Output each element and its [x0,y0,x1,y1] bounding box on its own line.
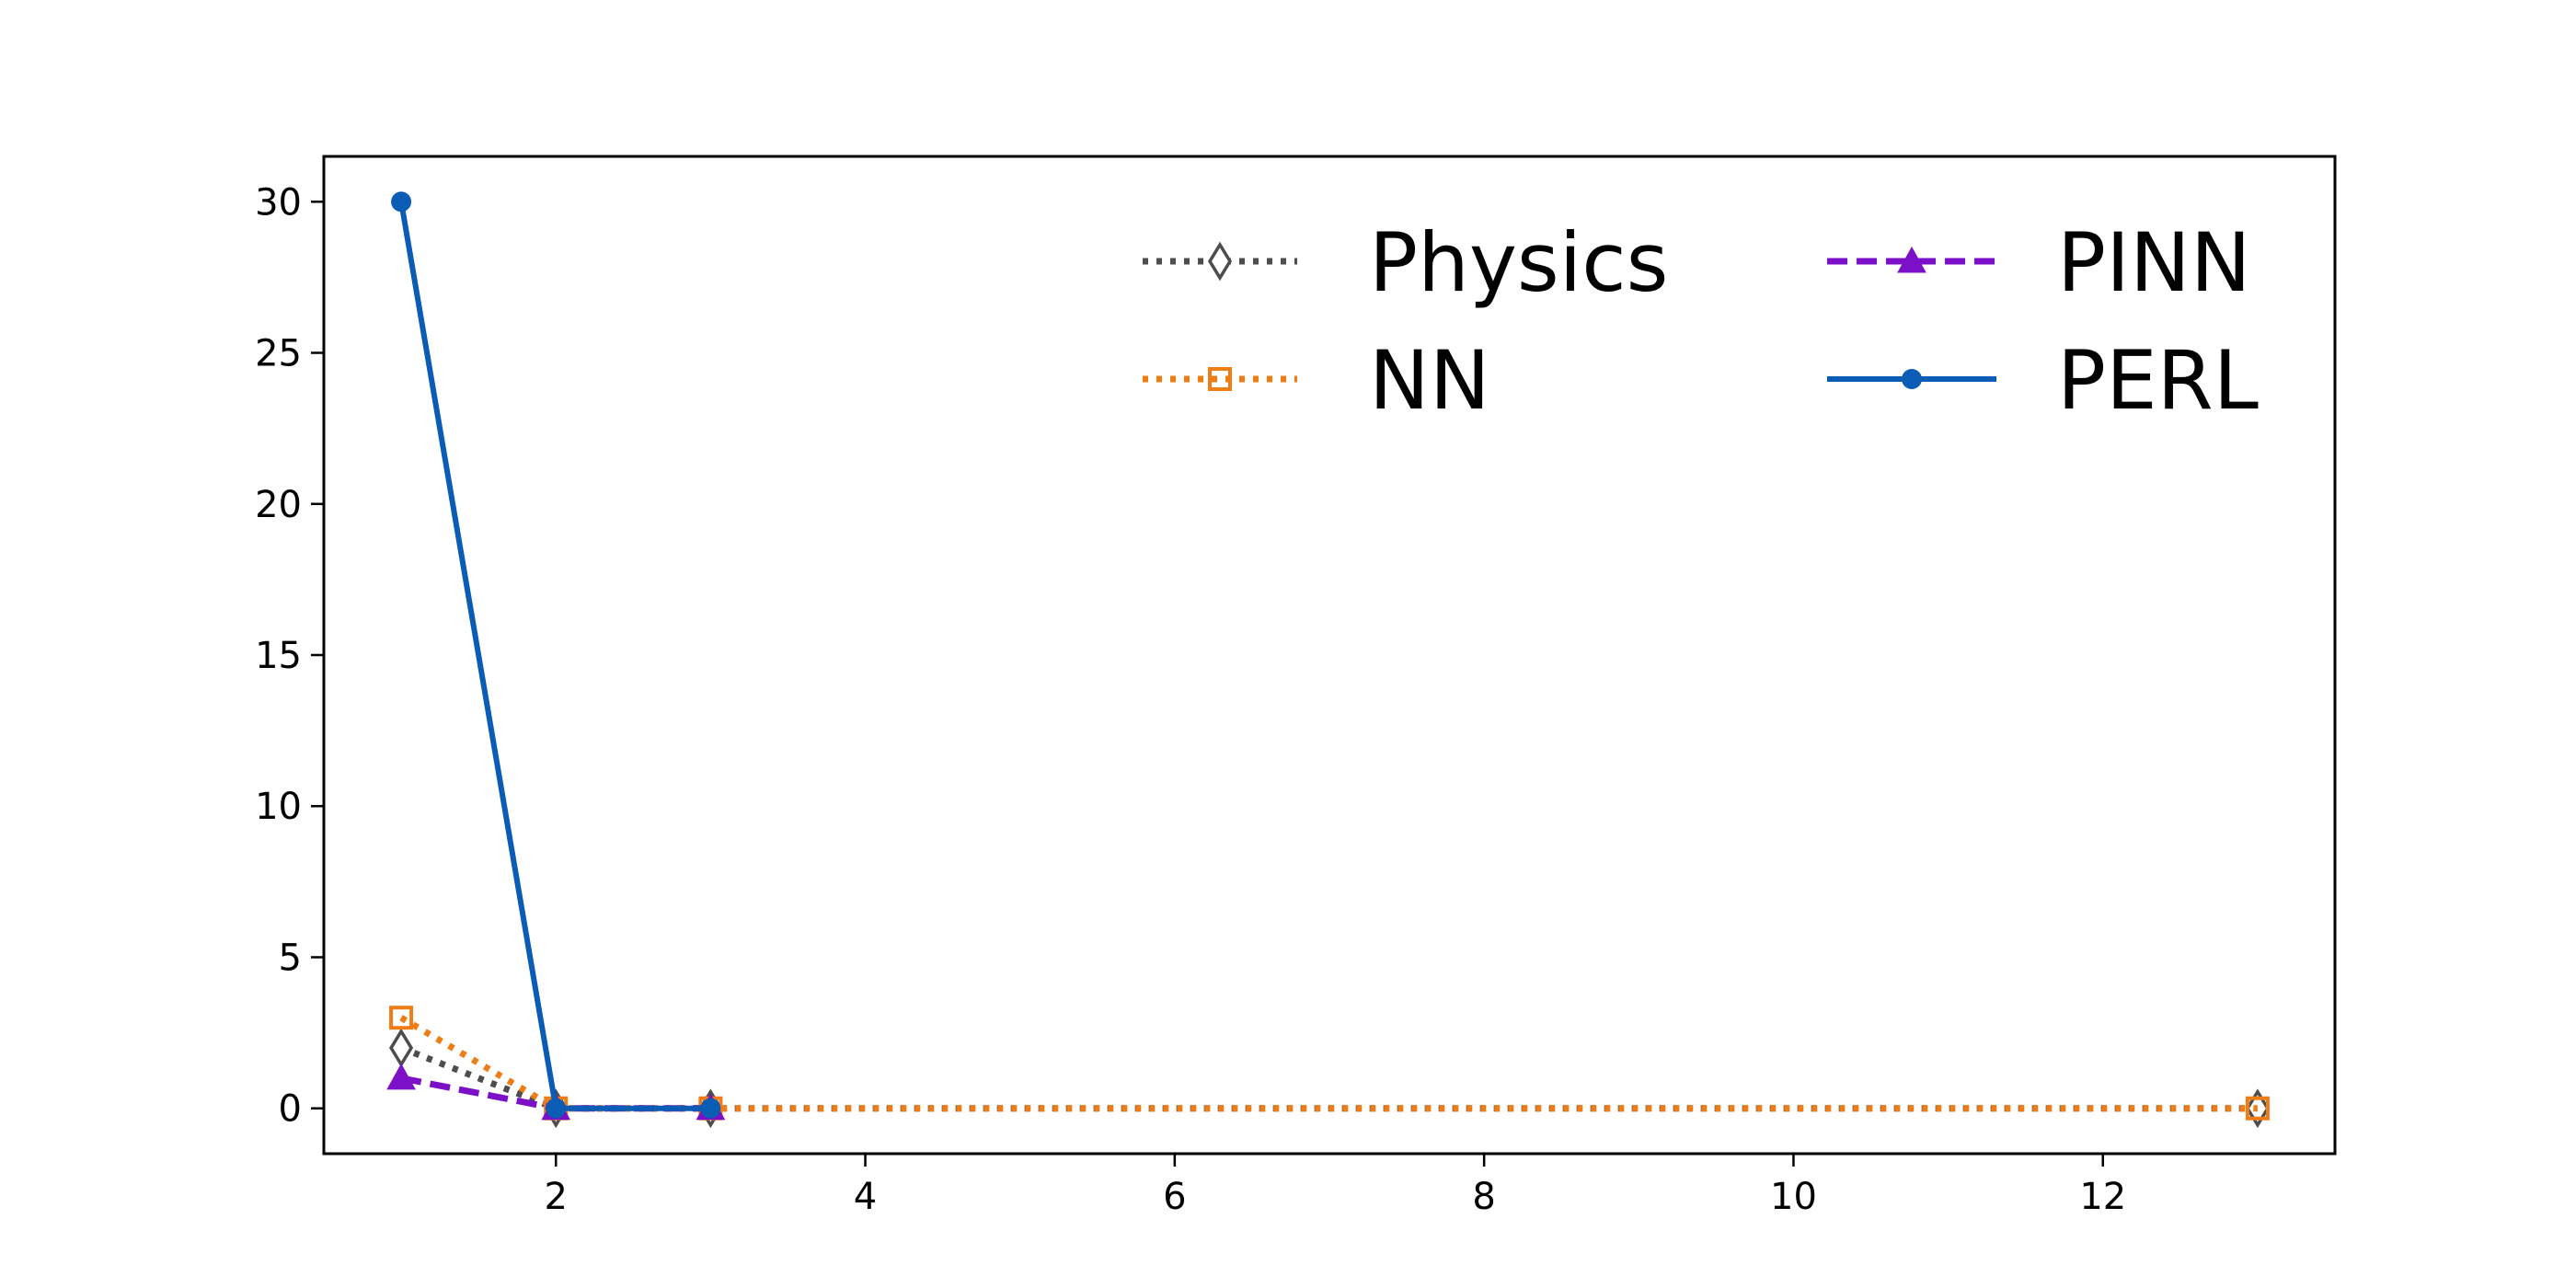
x-tick-label: 12 [2079,1176,2126,1218]
legend-marker-physics [1207,241,1233,282]
legend-item-physics: Physics [1143,215,1668,310]
legend-marker-nn [1208,367,1232,391]
legend-item-pinn: PINN [1827,215,2251,310]
x-tick-label: 4 [854,1176,877,1218]
data-point-nn [2245,1096,2270,1121]
legend-label-nn: NN [1369,333,1490,428]
y-tick-label: 15 [255,635,302,677]
y-axis: 0 5 10 15 20 25 30 [255,181,324,1131]
y-tick-label: 30 [255,181,302,224]
y-tick-label: 20 [255,484,302,526]
data-point-perl [700,1098,721,1119]
legend-label-perl: PERL [2057,333,2259,428]
legend-label-pinn: PINN [2057,215,2251,310]
y-tick-label: 0 [279,1088,302,1131]
y-tick-label: 10 [255,786,302,828]
series-layer [386,191,2270,1129]
legend-marker-pinn [1897,246,1926,273]
x-tick-label: 6 [1163,1176,1186,1218]
data-point-perl [391,191,412,213]
x-axis: 2 4 6 8 10 12 [545,1154,2126,1218]
data-point-pinn [386,1063,416,1090]
legend-item-nn: NN [1143,333,1490,428]
x-tick-label: 8 [1472,1176,1495,1218]
legend-item-perl: PERL [1827,333,2259,428]
x-tick-label: 10 [1770,1176,1817,1218]
data-point-nn [389,1006,414,1030]
y-tick-label: 25 [255,333,302,375]
legend-label-physics: Physics [1369,215,1668,310]
legend-marker-perl [1902,369,1922,389]
x-tick-label: 2 [545,1176,568,1218]
series-perl [391,191,721,1119]
y-tick-label: 5 [279,937,302,979]
data-point-perl [546,1098,567,1119]
legend: Physics NN PINN PERL [1143,215,2259,428]
